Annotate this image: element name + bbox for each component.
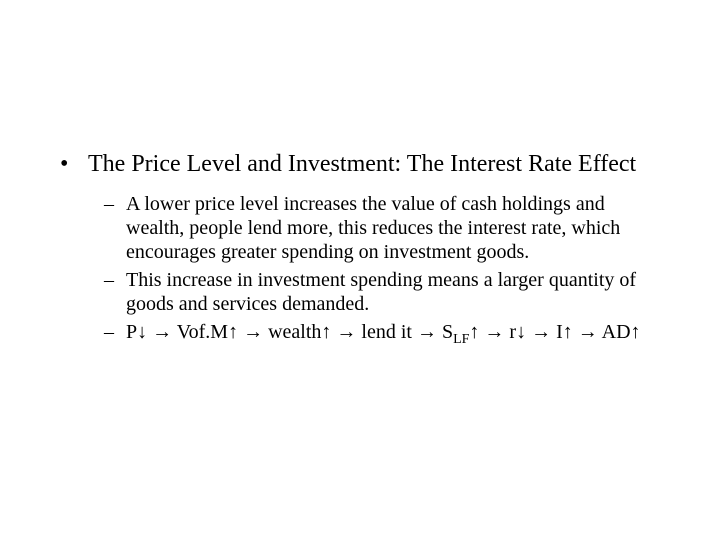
chain-s: SLF↑: [442, 321, 479, 343]
chain-ad: AD↑: [602, 321, 641, 343]
main-bullet-item: • The Price Level and Investment: The In…: [60, 150, 660, 178]
sub-bullet-text: A lower price level increases the value …: [126, 192, 660, 264]
main-bullet-text: The Price Level and Investment: The Inte…: [88, 150, 636, 178]
chain-arrow: →: [336, 321, 356, 343]
sub-bullet-item: – This increase in investment spending m…: [104, 268, 660, 316]
sub-bullet-item: – P↓ → Vof.M↑ → wealth↑ → lend it → SLF↑…: [104, 320, 660, 344]
chain-p: P↓: [126, 321, 147, 343]
chain-arrow: →: [578, 321, 598, 343]
chain-lend: lend it: [361, 321, 412, 343]
sub-bullet-marker: –: [104, 320, 126, 344]
chain-i: I↑: [556, 321, 573, 343]
main-bullet-marker: •: [60, 150, 88, 178]
causal-chain-text: P↓ → Vof.M↑ → wealth↑ → lend it → SLF↑ →…: [126, 320, 641, 344]
sub-bullet-item: – A lower price level increases the valu…: [104, 192, 660, 264]
chain-arrow: →: [417, 321, 437, 343]
chain-arrow: →: [152, 321, 172, 343]
sub-bullet-list: – A lower price level increases the valu…: [60, 192, 660, 344]
chain-arrow: →: [243, 321, 263, 343]
chain-arrow: →: [484, 321, 504, 343]
sub-bullet-marker: –: [104, 268, 126, 316]
chain-wealth: wealth↑: [268, 321, 331, 343]
sub-bullet-marker: –: [104, 192, 126, 264]
chain-r: r↓: [509, 321, 526, 343]
sub-bullet-text: This increase in investment spending mea…: [126, 268, 660, 316]
chain-arrow: →: [531, 321, 551, 343]
chain-vofm: Vof.M↑: [177, 321, 238, 343]
